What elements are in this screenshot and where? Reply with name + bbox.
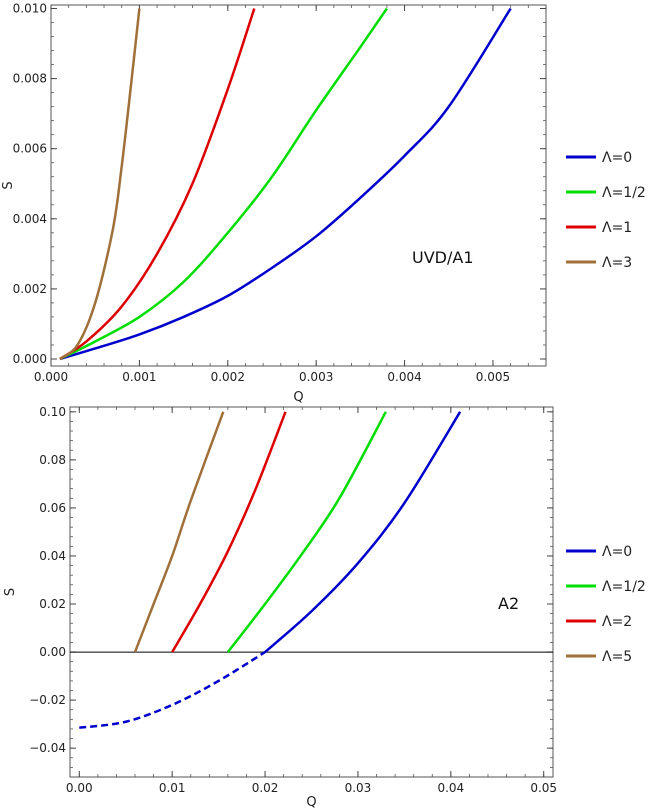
series-line (264, 411, 462, 654)
legend-label: Λ=1/2 (602, 185, 646, 201)
y-tick-label: 0.10 (39, 405, 66, 419)
series-1 (79, 411, 462, 729)
y-tick-label: 0.006 (13, 142, 47, 156)
legend-label: Λ=3 (602, 255, 632, 271)
series-2 (59, 7, 388, 361)
chart-panel-1: 0.000 0.001 0.002 0.003 0.004 0.005 0.000 0.002… (1, 2, 646, 405)
minor-ticks (51, 5, 547, 366)
legend-label: Λ=5 (602, 649, 632, 665)
y-tick-label: 0.000 (13, 352, 47, 366)
x-tick-label: 0.000 (34, 370, 68, 384)
x-tick-label: 0.003 (299, 370, 333, 384)
series-4 (133, 411, 225, 653)
series-1 (59, 7, 512, 361)
x-tick-label: 0.005 (476, 370, 510, 384)
legend-label: Λ=0 (602, 150, 632, 166)
legend: Λ=0 Λ=1/2 Λ=2 Λ=5 (566, 544, 646, 665)
x-tick-label: 0.04 (437, 781, 464, 795)
y-tick-label: −0.04 (29, 741, 66, 755)
panel-annotation: A2 (498, 594, 519, 613)
legend-label: Λ=1 (602, 220, 632, 236)
x-axis-title: Q (306, 795, 316, 810)
x-axis-title: Q (293, 390, 303, 405)
y-tick-label: 0.00 (39, 645, 66, 659)
series-line (59, 7, 512, 361)
y-tick-label: 0.008 (13, 72, 47, 86)
y-tick-label: 0.010 (13, 2, 47, 16)
y-tick-label: 0.04 (39, 549, 66, 563)
x-tick-label: 0.00 (66, 781, 93, 795)
series-4 (59, 8, 141, 361)
x-tick-label: 0.02 (252, 781, 279, 795)
legend-label: Λ=2 (602, 614, 632, 630)
series-line (171, 411, 287, 653)
series-line (133, 411, 225, 653)
y-tick-label: 0.002 (13, 282, 47, 296)
y-tick-label: 0.06 (39, 501, 66, 515)
series-3 (171, 411, 287, 653)
y-tick-label: 0.004 (13, 212, 47, 226)
x-tick-label: 0.002 (211, 370, 245, 384)
y-axis-title: S (3, 588, 18, 596)
y-tick-label: −0.02 (29, 693, 66, 707)
x-tick-label: 0.01 (159, 781, 186, 795)
plot-frame (50, 4, 547, 367)
x-tick-label: 0.004 (387, 370, 421, 384)
series-3 (59, 8, 256, 361)
series-line (226, 411, 387, 653)
series-line (59, 7, 388, 361)
series-line-dashed (79, 651, 266, 729)
plot-frame (69, 406, 554, 778)
panel-annotation: UVD/A1 (412, 248, 474, 267)
x-tick-label: 0.05 (530, 781, 557, 795)
series-2 (226, 411, 387, 653)
x-tick-label: 0.03 (345, 781, 372, 795)
chart-panel-2: 0.00 0.01 0.02 0.03 0.04 0.05 −0.04 −0.02 0.00 0.… (3, 405, 646, 810)
series-line (59, 8, 256, 361)
y-axis-title: S (1, 181, 16, 189)
legend-label: Λ=0 (602, 544, 632, 560)
x-tick-label: 0.001 (122, 370, 156, 384)
legend: Λ=0 Λ=1/2 Λ=1 Λ=3 (566, 150, 646, 271)
minor-ticks (70, 407, 553, 778)
series-line (59, 8, 141, 361)
legend-label: Λ=1/2 (602, 579, 646, 595)
y-tick-label: 0.08 (39, 453, 66, 467)
y-tick-label: 0.02 (39, 597, 66, 611)
